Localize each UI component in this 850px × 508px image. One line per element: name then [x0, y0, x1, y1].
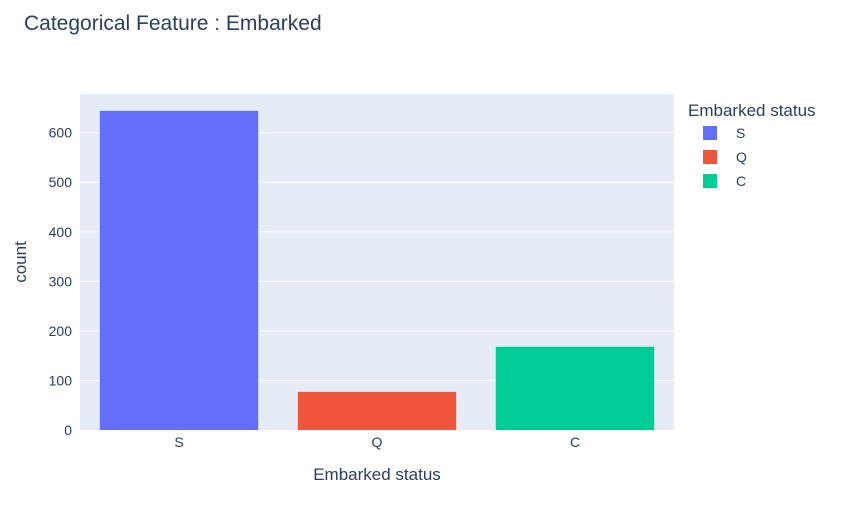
y-tick-label: 100: [49, 372, 73, 388]
bar-q: [297, 391, 457, 430]
y-tick-label: 300: [49, 273, 73, 289]
legend-swatch[interactable]: [703, 126, 717, 140]
legend-swatch[interactable]: [703, 150, 717, 164]
bar-c: [495, 346, 655, 430]
x-tick-label: S: [174, 434, 183, 450]
x-tick-label: C: [570, 434, 580, 450]
bars: [99, 110, 655, 431]
chart-title: Categorical Feature : Embarked: [24, 12, 322, 35]
y-axis-ticks: 0 100 200 300 400 500 600: [49, 125, 73, 438]
legend-swatch[interactable]: [703, 174, 717, 188]
y-axis-title: count: [11, 241, 30, 283]
legend: Embarked status SQC: [688, 101, 816, 189]
y-tick-label: 400: [49, 224, 73, 240]
y-tick-label: 0: [64, 422, 72, 438]
y-tick-label: 200: [49, 323, 73, 339]
x-axis-title: Embarked status: [313, 465, 441, 484]
x-tick-label: Q: [372, 434, 383, 450]
y-tick-label: 600: [49, 125, 73, 141]
legend-item-label[interactable]: S: [736, 125, 745, 141]
bar-s: [99, 110, 259, 431]
legend-title: Embarked status: [688, 101, 816, 120]
y-tick-label: 500: [49, 174, 73, 190]
legend-item-label[interactable]: Q: [736, 149, 747, 165]
legend-item-label[interactable]: C: [736, 173, 746, 189]
